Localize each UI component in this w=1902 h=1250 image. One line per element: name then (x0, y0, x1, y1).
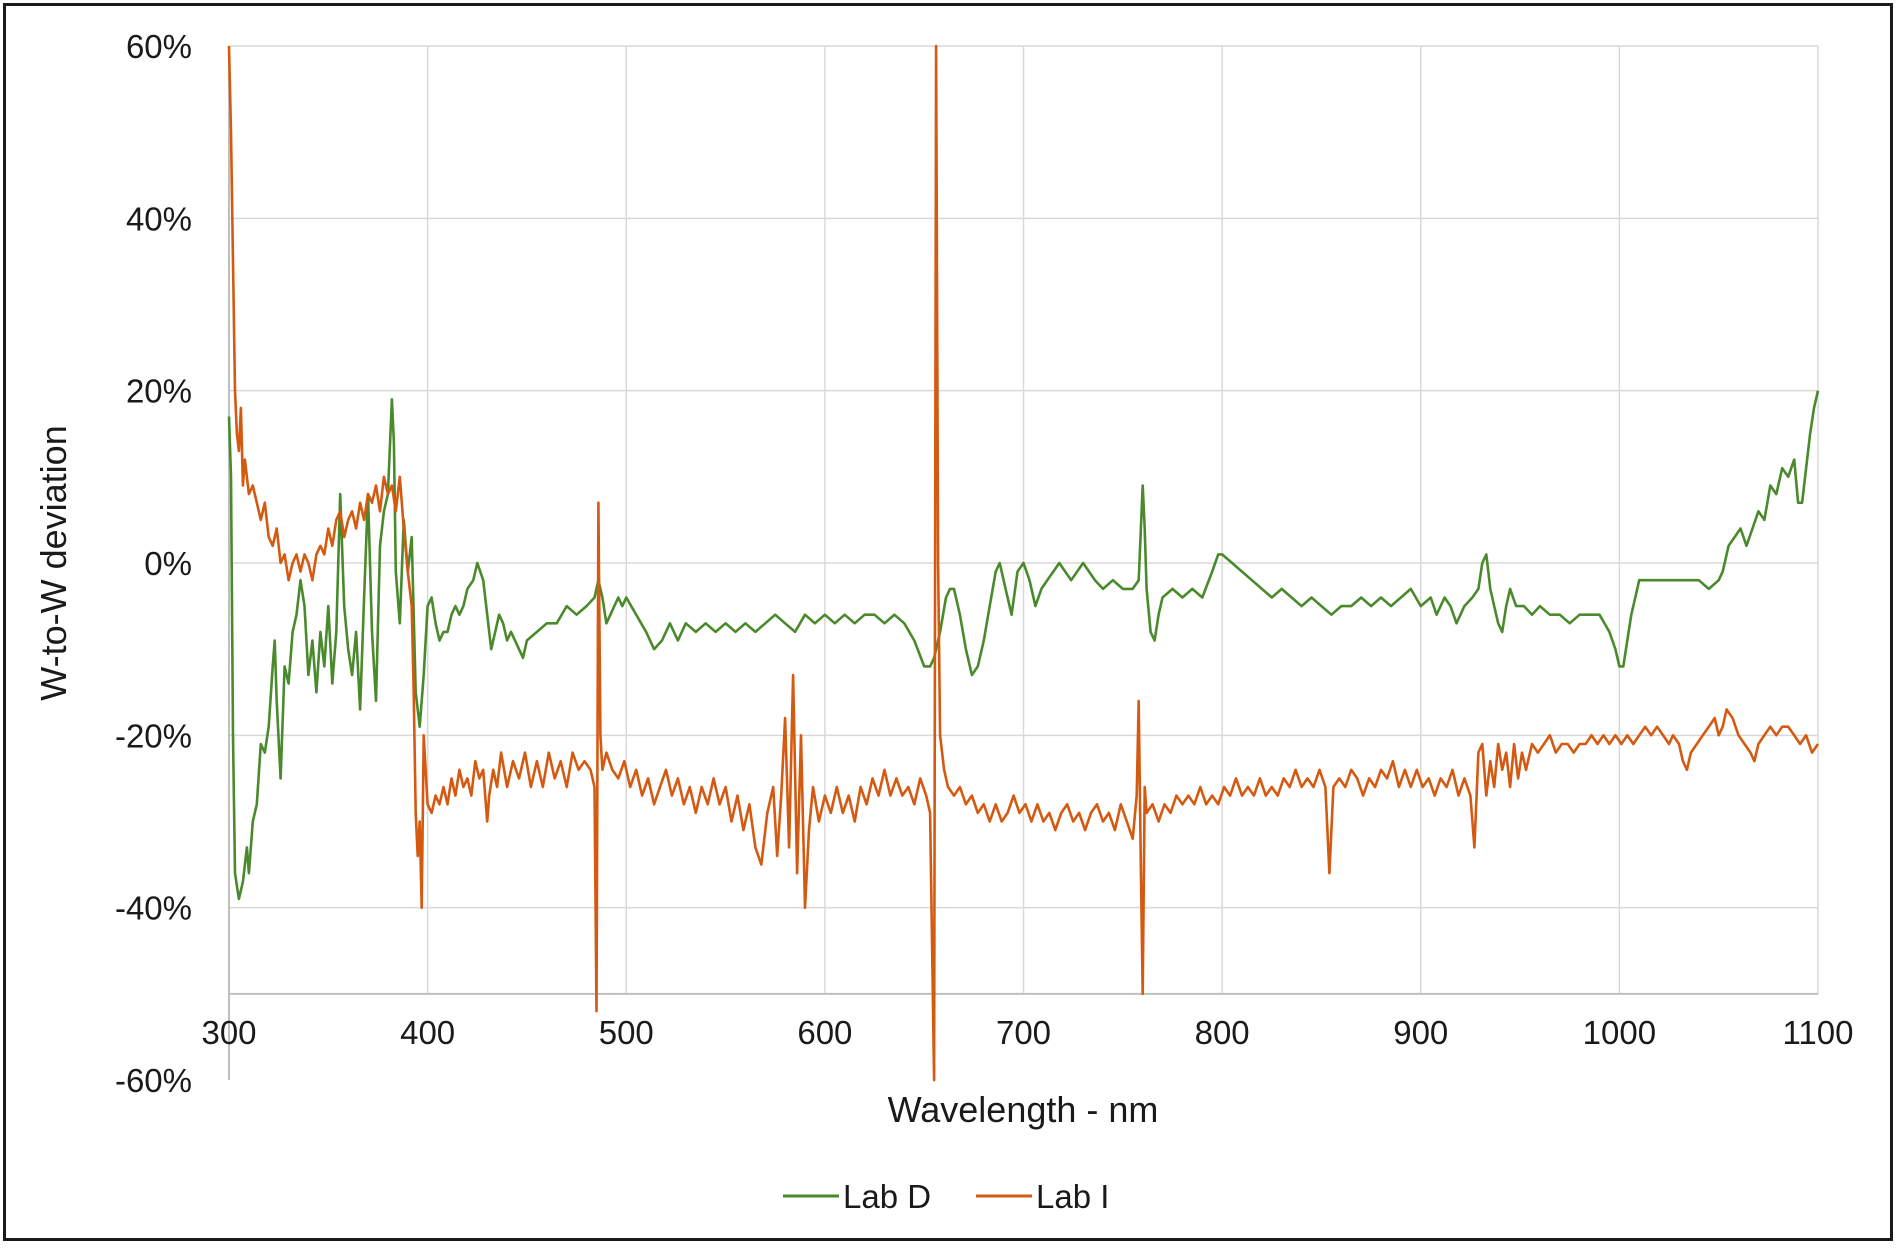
y-tick-label: 20% (126, 373, 192, 410)
y-tick-label: -40% (115, 890, 192, 927)
x-tick-label: 800 (1195, 1014, 1250, 1051)
y-tick-labels: -60% -40% -20% 0% 20% 40% 60% (115, 28, 192, 1099)
axes (228, 46, 1818, 1080)
x-tick-label: 1000 (1583, 1014, 1656, 1051)
series-lines (227, 44, 1820, 1082)
y-tick-label: 60% (126, 28, 192, 65)
x-tick-label: 900 (1393, 1014, 1448, 1051)
y-tick-label: 40% (126, 200, 192, 237)
x-tick-label: 300 (201, 1014, 256, 1051)
y-tick-label: -20% (115, 717, 192, 754)
x-tick-label: 500 (599, 1014, 654, 1051)
legend: Lab D Lab I (783, 1178, 1109, 1215)
y-tick-label: 0% (144, 545, 192, 582)
legend-label: Lab D (843, 1178, 931, 1215)
x-tick-label: 400 (400, 1014, 455, 1051)
x-axis-title: Wavelength - nm (888, 1089, 1159, 1130)
y-axis-title: W-to-W deviation (33, 425, 74, 700)
legend-label: Lab I (1036, 1178, 1109, 1215)
gridlines (229, 45, 1819, 994)
chart-frame (3, 3, 1893, 1241)
series-line-lab-i (227, 44, 1820, 1082)
x-tick-label: 600 (797, 1014, 852, 1051)
x-tick-labels: 300 400 500 600 700 800 900 1000 1100 (201, 1014, 1853, 1051)
x-tick-label: 1100 (1783, 1014, 1854, 1051)
x-tick-label: 700 (996, 1014, 1051, 1051)
y-tick-label: -60% (115, 1062, 192, 1099)
